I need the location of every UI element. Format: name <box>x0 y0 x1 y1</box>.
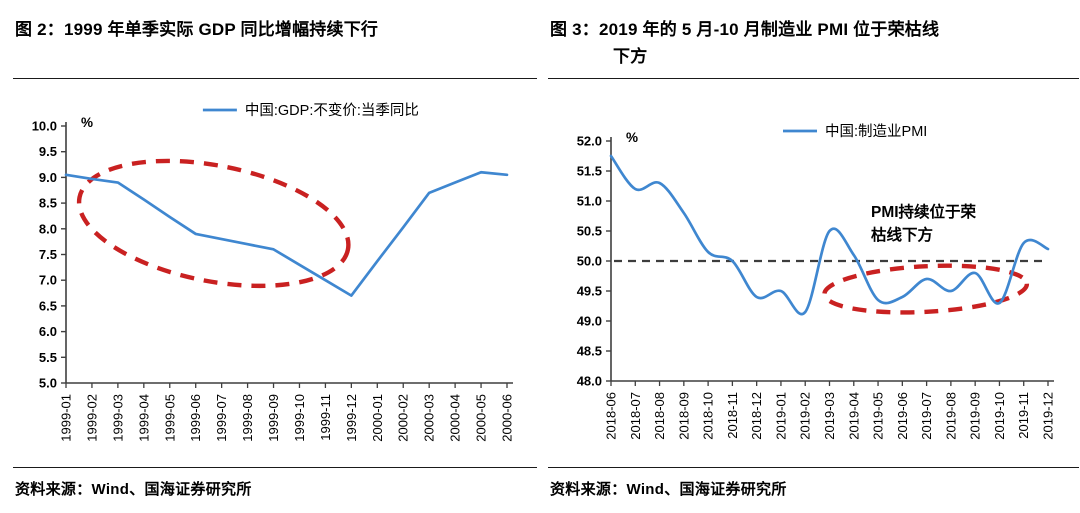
figure-2-panel: 图 2：1999 年单季实际 GDP 同比增幅持续下行 5.0 5.5 6.0 6.5… <box>13 0 537 499</box>
svg-text:50.0: 50.0 <box>577 254 602 269</box>
figure-2-source: 资料来源：Wind、国海证券研究所 <box>15 481 252 498</box>
figure-2-bottom-rule <box>13 467 537 468</box>
svg-text:2019-03: 2019-03 <box>822 392 837 440</box>
svg-text:1999-05: 1999-05 <box>162 394 177 442</box>
svg-text:1999-04: 1999-04 <box>136 394 151 442</box>
legend-label: 中国:GDP:不变价:当季同比 <box>245 102 419 119</box>
figure-2-title: 图 2：1999 年单季实际 GDP 同比增幅持续下行 <box>13 0 537 78</box>
axes <box>610 137 1054 382</box>
svg-text:1999-07: 1999-07 <box>214 394 229 442</box>
svg-text:52.0: 52.0 <box>577 134 602 149</box>
pmi-series-line <box>609 154 1050 316</box>
svg-text:1999-06: 1999-06 <box>188 394 203 442</box>
legend-label: 中国:制造业PMI <box>825 123 927 140</box>
svg-text:1999-11: 1999-11 <box>318 394 333 441</box>
svg-text:2000-01: 2000-01 <box>370 394 385 442</box>
svg-text:2018-09: 2018-09 <box>676 392 691 440</box>
svg-text:7.0: 7.0 <box>39 273 57 288</box>
axes <box>65 122 513 384</box>
figure-2-title-text: 图 2：1999 年单季实际 GDP 同比增幅持续下行 <box>15 20 379 39</box>
svg-text:2018-07: 2018-07 <box>628 392 643 440</box>
svg-text:1999-10: 1999-10 <box>292 394 307 442</box>
gdp-chart-svg: 5.0 5.5 6.0 6.5 7.0 7.5 8.0 8.5 9.0 9.5 10.0 % 1999-… <box>32 102 515 442</box>
y-tick-labels: 5.0 5.5 6.0 6.5 7.0 7.5 8.0 8.5 9.0 9.5 10.0 <box>32 119 66 391</box>
svg-text:9.5: 9.5 <box>39 144 57 159</box>
svg-text:1999-02: 1999-02 <box>84 394 99 442</box>
x-tick-labels: 2018-06 2018-07 2018-08 2018-09 2018-10 2018-… <box>604 381 1056 440</box>
svg-text:8.5: 8.5 <box>39 196 57 211</box>
gdp-series-line <box>64 170 509 297</box>
svg-text:2018-10: 2018-10 <box>701 392 716 440</box>
figure-3-title-line1: 图 3：2019 年的 5 月-10 月制造业 PMI 位于荣枯线 <box>550 20 940 39</box>
svg-text:2019-08: 2019-08 <box>943 392 958 440</box>
x-tick-labels: 1999-01 1999-02 1999-03 1999-04 1999-05 1999-… <box>59 383 515 442</box>
pmi-chart-svg: 48.0 48.5 49.0 49.5 50.0 50.5 51.0 51.5 52.0 % 201… <box>577 123 1056 440</box>
figure-3-top-rule <box>548 78 1079 79</box>
svg-text:2000-04: 2000-04 <box>448 394 463 442</box>
svg-text:2019-05: 2019-05 <box>871 392 886 440</box>
svg-text:6.0: 6.0 <box>39 324 57 339</box>
svg-text:50.5: 50.5 <box>577 224 602 239</box>
svg-text:48.5: 48.5 <box>577 344 602 359</box>
svg-text:51.0: 51.0 <box>577 194 602 209</box>
svg-text:1999-01: 1999-01 <box>59 394 74 442</box>
svg-text:1999-03: 1999-03 <box>110 394 125 442</box>
svg-text:2019-12: 2019-12 <box>1041 392 1056 440</box>
y-tick-labels: 48.0 48.5 49.0 49.5 50.0 50.5 51.0 51.5 52.0 <box>577 134 611 389</box>
svg-text:2018-11: 2018-11 <box>725 392 740 439</box>
svg-text:49.5: 49.5 <box>577 284 602 299</box>
svg-text:2019-02: 2019-02 <box>798 392 813 440</box>
svg-text:51.5: 51.5 <box>577 164 602 179</box>
svg-text:1999-09: 1999-09 <box>266 394 281 442</box>
y-axis-unit-label: % <box>81 115 93 130</box>
y-axis-unit-label: % <box>626 130 638 145</box>
svg-text:9.0: 9.0 <box>39 170 57 185</box>
svg-text:2019-04: 2019-04 <box>846 392 861 440</box>
svg-text:2018-12: 2018-12 <box>749 392 764 440</box>
svg-text:2000-02: 2000-02 <box>396 394 411 442</box>
svg-text:2018-08: 2018-08 <box>652 392 667 440</box>
gdp-chart: 5.0 5.5 6.0 6.5 7.0 7.5 8.0 8.5 9.0 9.5 10.0% 1999-… <box>13 79 537 467</box>
svg-text:2000-06: 2000-06 <box>500 394 515 442</box>
svg-text:1999-12: 1999-12 <box>344 394 359 442</box>
legend: 中国:制造业PMI <box>783 123 927 140</box>
svg-text:2000-03: 2000-03 <box>422 394 437 442</box>
figure-3-bottom-rule <box>548 467 1079 468</box>
svg-text:49.0: 49.0 <box>577 314 602 329</box>
svg-text:7.5: 7.5 <box>39 247 57 262</box>
trend-annotation-ellipse <box>822 263 1030 315</box>
svg-text:2019-06: 2019-06 <box>895 392 910 440</box>
svg-text:6.5: 6.5 <box>39 298 57 313</box>
svg-text:2019-10: 2019-10 <box>992 392 1007 440</box>
svg-text:48.0: 48.0 <box>577 374 602 389</box>
pmi-chart: 48.0 48.5 49.0 49.5 50.0 50.5 51.0 51.5 52.0% 201… <box>548 79 1079 467</box>
svg-text:2019-09: 2019-09 <box>968 392 983 440</box>
svg-text:5.0: 5.0 <box>39 376 57 391</box>
report-figures-page: 图 2：1999 年单季实际 GDP 同比增幅持续下行 5.0 5.5 6.0 6.5… <box>13 0 1079 499</box>
figure-3-title-line2: 下方 <box>613 47 648 66</box>
trend-annotation-ellipse <box>76 158 351 289</box>
svg-text:8.0: 8.0 <box>39 221 57 236</box>
svg-text:2018-06: 2018-06 <box>604 392 619 440</box>
figure-2-top-rule <box>13 78 537 79</box>
figure-3-title: 图 3：2019 年的 5 月-10 月制造业 PMI 位于荣枯线 下方 <box>548 0 1079 78</box>
svg-text:1999-08: 1999-08 <box>240 394 255 442</box>
svg-text:PMI持续位于荣: PMI持续位于荣 <box>871 202 977 221</box>
svg-text:2019-11: 2019-11 <box>1016 392 1031 439</box>
svg-text:2019-01: 2019-01 <box>773 392 788 440</box>
svg-text:5.5: 5.5 <box>39 350 57 365</box>
figure-3-source: 资料来源：Wind、国海证券研究所 <box>550 481 787 498</box>
svg-text:10.0: 10.0 <box>32 119 57 134</box>
svg-text:2000-05: 2000-05 <box>474 394 489 442</box>
figure-3-panel: 图 3：2019 年的 5 月-10 月制造业 PMI 位于荣枯线 下方 48.… <box>548 0 1079 499</box>
svg-text:2019-07: 2019-07 <box>919 392 934 440</box>
svg-text:枯线下方: 枯线下方 <box>871 225 933 244</box>
legend: 中国:GDP:不变价:当季同比 <box>202 102 419 119</box>
